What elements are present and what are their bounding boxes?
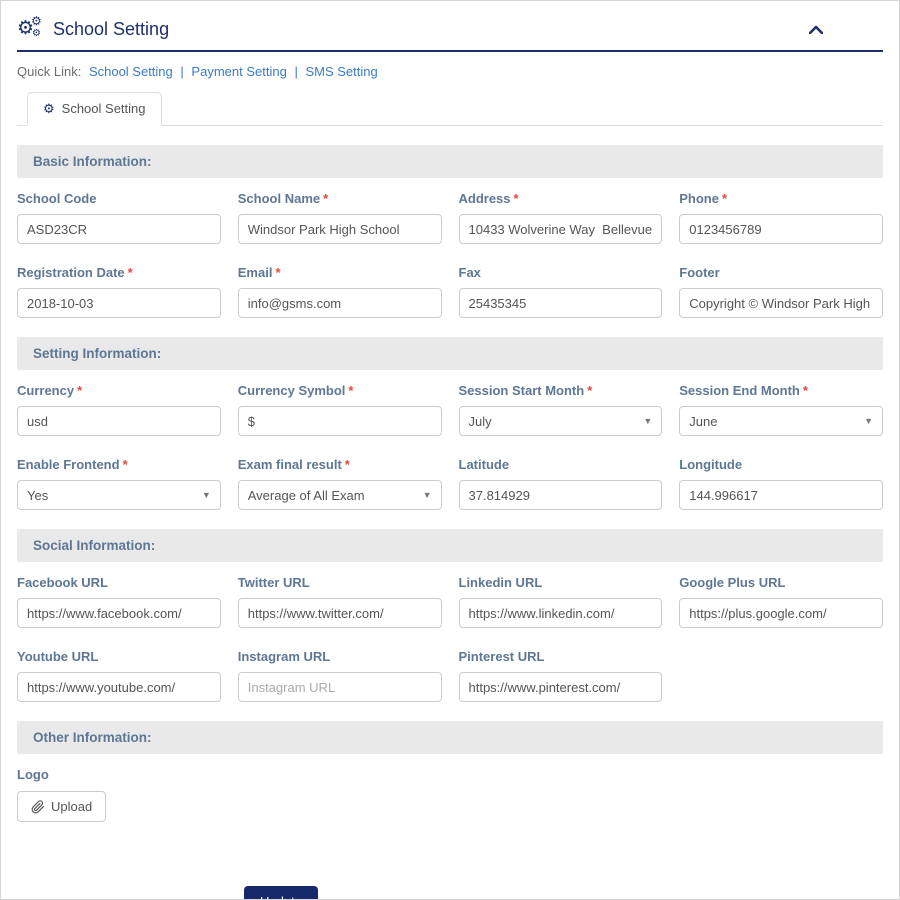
field-address: Address * [458, 191, 663, 244]
registration-date-input[interactable] [17, 288, 221, 318]
tab-label: School Setting [61, 101, 146, 116]
field-fax: Fax [458, 265, 663, 318]
field-longitude: Longitude [679, 457, 883, 510]
collapse-button[interactable] [805, 18, 827, 41]
quick-link-payment-setting[interactable]: Payment Setting [191, 64, 287, 79]
field-youtube-url: Youtube URL [17, 649, 221, 702]
field-currency: Currency * [17, 383, 221, 436]
field-linkedin-url: Linkedin URL [458, 575, 663, 628]
quick-link-separator: | [294, 64, 298, 79]
field-phone: Phone * [679, 191, 883, 244]
tab-bar: ⚙ School Setting [17, 92, 883, 126]
pinterest-url-input[interactable] [458, 672, 663, 702]
field-twitter-url: Twitter URL [237, 575, 442, 628]
page-title: School Setting [53, 18, 170, 39]
header-divider [17, 50, 883, 52]
chevron-up-icon [808, 25, 824, 34]
quick-link-bar: Quick Link: School Setting | Payment Set… [17, 64, 883, 79]
school-name-input[interactable] [237, 214, 442, 244]
google-plus-url-input[interactable] [679, 598, 883, 628]
session-end-month-select[interactable]: June ▼ [679, 406, 883, 436]
section-social-information: Social Information: [17, 529, 883, 562]
linkedin-url-input[interactable] [458, 598, 663, 628]
dropdown-caret-icon: ▼ [201, 490, 211, 500]
twitter-url-input[interactable] [237, 598, 442, 628]
dropdown-caret-icon: ▼ [643, 416, 653, 426]
basic-information-grid: School Code School Name* Address* Phone*… [17, 191, 883, 318]
upload-label: Upload [51, 799, 93, 814]
field-school-code: School Code [17, 191, 221, 244]
field-email: Email * [237, 265, 442, 318]
field-google-plus-url: Google Plus URL [679, 575, 883, 628]
upload-button[interactable]: Upload [17, 791, 107, 822]
card-header: ⚙ ⚙ ⚙ School Setting [17, 1, 883, 41]
phone-input[interactable] [679, 214, 883, 244]
school-code-input[interactable] [17, 214, 221, 244]
tab-school-setting[interactable]: ⚙ School Setting [27, 92, 162, 126]
field-instagram-url: Instagram URL [237, 649, 442, 702]
section-basic-information: Basic Information: [17, 145, 883, 178]
youtube-url-input[interactable] [17, 672, 221, 702]
fax-input[interactable] [458, 288, 663, 318]
currency-input[interactable] [17, 406, 221, 436]
latitude-input[interactable] [458, 480, 663, 510]
field-facebook-url: Facebook URL [17, 575, 221, 628]
enable-frontend-select[interactable]: Yes ▼ [17, 480, 221, 510]
social-information-grid: Facebook URL Twitter URL Linkedin URL Go… [17, 575, 883, 702]
field-registration-date: Registration Date * [17, 265, 221, 318]
quick-link-sms-setting[interactable]: SMS Setting [305, 64, 378, 79]
currency-symbol-input[interactable] [237, 406, 442, 436]
email-input[interactable] [237, 288, 442, 318]
dropdown-caret-icon: ▼ [864, 416, 873, 426]
field-currency-symbol: Currency Symbol * [237, 383, 442, 436]
field-latitude: Latitude [458, 457, 663, 510]
setting-information-grid: Currency* Currency Symbol* Session Start… [17, 383, 883, 510]
section-setting-information: Setting Information: [17, 337, 883, 370]
cogs-icon: ⚙ ⚙ ⚙ [17, 14, 42, 39]
session-start-month-select[interactable]: July ▼ [458, 406, 663, 436]
gear-icon: ⚙ [43, 101, 55, 116]
field-pinterest-url: Pinterest URL [458, 649, 663, 702]
field-enable-frontend: Enable Frontend * Yes ▼ [17, 457, 221, 510]
exam-final-result-select[interactable]: Average of All Exam ▼ [237, 480, 442, 510]
field-exam-final-result: Exam final result * Average of All Exam ▼ [237, 457, 442, 510]
quick-link-school-setting[interactable]: School Setting [88, 64, 173, 79]
dropdown-caret-icon: ▼ [422, 490, 432, 500]
update-button[interactable]: Update [244, 886, 318, 899]
logo-label: Logo [17, 767, 49, 782]
address-input[interactable] [458, 214, 663, 244]
paperclip-icon [31, 799, 45, 813]
field-session-end-month: Session End Month * June ▼ [679, 383, 883, 436]
longitude-input[interactable] [679, 480, 883, 510]
quick-link-separator: | [180, 64, 184, 79]
instagram-url-input[interactable] [237, 672, 442, 702]
quick-link-label: Quick Link: [17, 64, 82, 79]
section-other-information: Other Information: [17, 721, 883, 754]
field-session-start-month: Session Start Month * July ▼ [458, 383, 663, 436]
footer-input[interactable] [679, 288, 883, 318]
field-footer: Footer [679, 265, 883, 318]
facebook-url-input[interactable] [17, 598, 221, 628]
field-school-name: School Name * [237, 191, 442, 244]
